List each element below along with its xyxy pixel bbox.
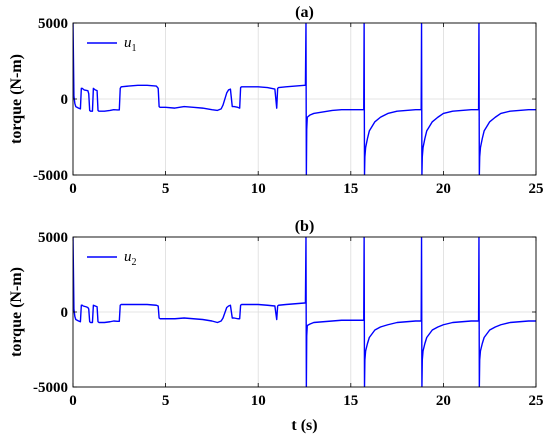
- legend-label-subscript: 1: [132, 43, 137, 54]
- panel-title: (a): [295, 4, 314, 21]
- y-tick-label: 0: [61, 305, 69, 321]
- x-tick-label: 20: [436, 393, 451, 409]
- y-axis-label: torque (N-m): [8, 267, 25, 357]
- x-tick-label: 10: [251, 393, 266, 409]
- y-axis-label: torque (N-m): [8, 54, 25, 144]
- panel-title: (b): [295, 218, 315, 235]
- y-tick-label: 0: [61, 92, 69, 108]
- x-tick-label: 25: [529, 393, 544, 409]
- y-tick-label: 5000: [38, 230, 68, 246]
- x-tick-label: 25: [529, 181, 544, 197]
- x-tick-label: 20: [436, 181, 451, 197]
- x-tick-label: 10: [251, 181, 266, 197]
- series-line-u1: [73, 23, 536, 175]
- y-tick-label: 5000: [38, 16, 68, 32]
- x-tick-label: 15: [343, 393, 358, 409]
- x-tick-label: 0: [69, 181, 77, 197]
- x-tick-label: 5: [162, 181, 170, 197]
- x-tick-label: 15: [343, 181, 358, 197]
- legend-label-subscript: 2: [132, 257, 137, 268]
- x-tick-label: 5: [162, 393, 170, 409]
- series-line-u2: [73, 237, 536, 387]
- x-tick-label: 0: [69, 393, 77, 409]
- x-axis-label: t (s): [291, 417, 317, 434]
- y-tick-label: -5000: [33, 168, 68, 184]
- y-tick-label: -5000: [33, 380, 68, 396]
